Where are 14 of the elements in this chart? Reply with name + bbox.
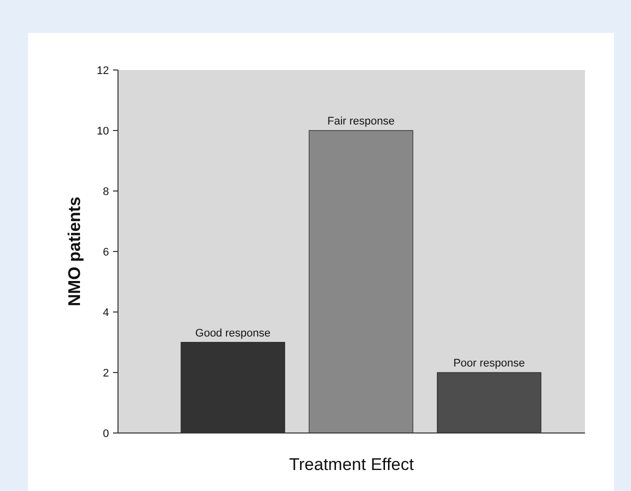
y-tick-label: 8: [102, 186, 109, 198]
x-axis-title: Treatment Effect: [289, 455, 414, 474]
y-tick-label: 10: [96, 125, 109, 138]
x-tick-label: Good response: [195, 327, 270, 340]
y-axis-title: NMO patients: [65, 196, 84, 306]
y-tick-label: 2: [102, 367, 109, 380]
x-tick-label: Fair response: [327, 116, 395, 128]
y-tick-label: 4: [102, 306, 109, 319]
y-tick-label: 6: [102, 246, 109, 258]
x-tick-label: Poor response: [453, 358, 525, 370]
bar: [436, 372, 542, 434]
y-tick-label: 12: [96, 64, 109, 77]
y-tick-label: 0: [102, 428, 109, 440]
bar: [308, 130, 414, 434]
